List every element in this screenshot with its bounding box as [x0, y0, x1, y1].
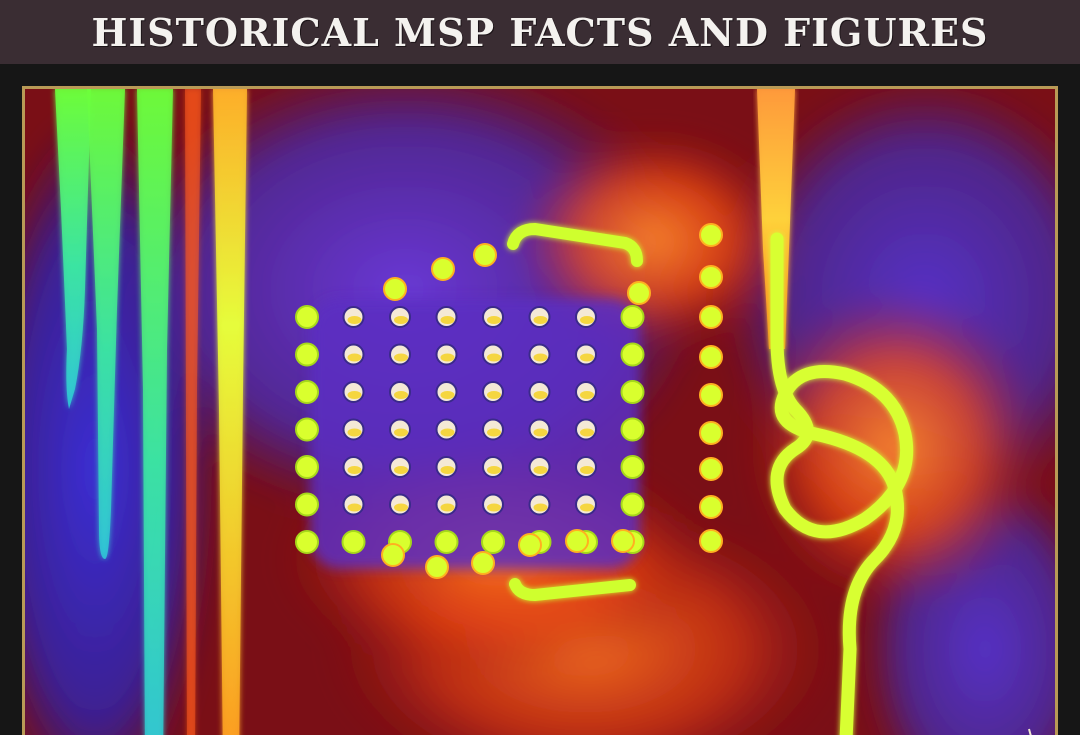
grid-dot-highlight [440, 316, 455, 324]
neon-dot [699, 421, 723, 445]
grid-dot-highlight [487, 466, 501, 474]
grid-dot-highlight [487, 316, 501, 324]
grid-dot-highlight [533, 428, 548, 437]
grid-dot-highlight [347, 428, 362, 437]
grid-dot-highlight [487, 391, 501, 399]
grid-dot-highlight [394, 466, 408, 474]
neon-dot [699, 383, 723, 407]
knot-stroke [770, 232, 914, 735]
grid-dot-highlight [440, 503, 455, 512]
grid-dot-highlight [533, 466, 548, 474]
grid-dot-highlight [533, 353, 548, 362]
grid-dot-highlight [440, 428, 455, 437]
neon-knot [770, 232, 914, 735]
top-bracket [507, 222, 643, 267]
left-drips [55, 89, 247, 735]
grid-dot-highlight [394, 353, 408, 362]
grid-dot-highlight [580, 316, 594, 324]
grid-dot-highlight [533, 503, 548, 512]
grid-dot-highlight [487, 428, 501, 437]
grid-dot-highlight [347, 466, 362, 474]
neon-dot [611, 529, 635, 553]
page-title: HISTORICAL MSP FACTS AND FIGURES [91, 9, 989, 55]
grid-dot-highlight [580, 428, 594, 437]
framed-painting [22, 86, 1058, 735]
grid-dot-highlight [347, 391, 362, 399]
neon-dot [473, 243, 497, 267]
grid-dot-highlight [440, 353, 455, 362]
neon-dot [699, 529, 723, 553]
grid-dot-highlight [394, 391, 408, 399]
neon-dot [627, 281, 651, 305]
grid-dot [620, 492, 645, 517]
grid-dot-highlight [580, 466, 594, 474]
grid-dot-highlight [440, 466, 455, 474]
neon-dot [381, 543, 405, 567]
grid-dot [295, 417, 319, 442]
grid-dot-highlight [533, 316, 548, 324]
neon-dot [699, 265, 723, 289]
neon-dot [383, 277, 407, 301]
grid-dot-highlight [487, 503, 501, 512]
drip-orange-right [757, 89, 795, 349]
neon-dot [518, 533, 542, 557]
bottom-bracket [509, 578, 636, 602]
grid-dot-highlight [347, 316, 362, 324]
title-bar: HISTORICAL MSP FACTS AND FIGURES [0, 0, 1080, 64]
neon-dot [431, 257, 455, 281]
neon-dot [471, 551, 495, 575]
grid-dot [295, 492, 319, 517]
grid-dot [295, 455, 319, 479]
neon-dot [699, 223, 723, 247]
neon-dot [699, 495, 723, 519]
grid-dot [295, 380, 319, 404]
drip-yellow-1 [213, 89, 247, 735]
grid-dot-highlight [580, 353, 594, 362]
grid-dot [620, 380, 645, 404]
grid-dot-highlight [440, 391, 455, 399]
grid-dot-highlight [394, 428, 408, 437]
grid-dot [434, 530, 459, 554]
grid-dot [620, 455, 645, 479]
grid-dot [295, 342, 319, 367]
neon-dot [699, 345, 723, 369]
grid-brackets [507, 222, 643, 602]
grid-dot-highlight [580, 503, 594, 512]
drip-green-3 [137, 89, 173, 735]
grid-dot-highlight [394, 503, 408, 512]
grid-dot-highlight [487, 353, 501, 362]
neon-dot [699, 305, 723, 329]
grid-dot [295, 530, 319, 554]
neon-dot [565, 529, 589, 553]
painting-artwork [25, 89, 1055, 735]
grid-dot [620, 417, 645, 442]
grid-dot-highlight [394, 316, 408, 324]
grid-dot-highlight [347, 503, 362, 512]
grid-dot [620, 342, 645, 367]
grid-dot [481, 530, 505, 554]
grid-dot-highlight [347, 353, 362, 362]
grid-dot-highlight [533, 391, 548, 399]
grid-dot [295, 305, 319, 329]
orange-glow-top [515, 129, 795, 349]
neon-dot [425, 555, 449, 579]
grid-dot-highlight [580, 391, 594, 399]
drip-orange-thin [185, 89, 201, 735]
grid-dot [620, 305, 645, 329]
right-drip [757, 89, 795, 349]
drip-green-1 [55, 89, 91, 409]
drip-green-2 [87, 89, 125, 559]
neon-dot [699, 457, 723, 481]
dot-grid [295, 223, 723, 579]
grid-dot [341, 530, 366, 554]
